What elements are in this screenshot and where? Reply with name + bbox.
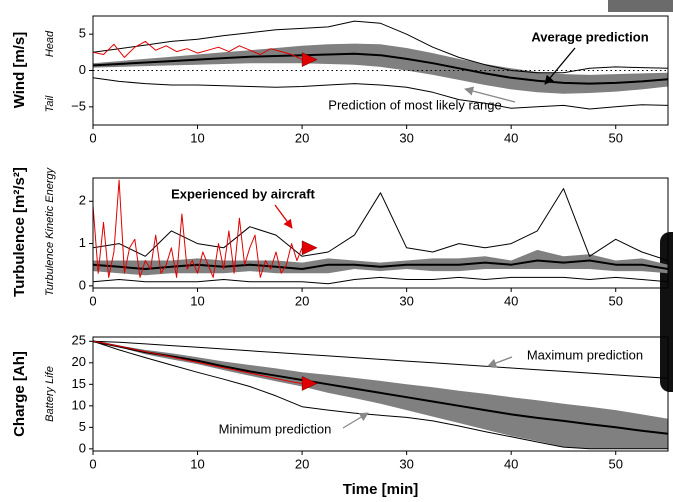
- x-tick-label: 10: [190, 456, 204, 471]
- x-tick-label: 20: [295, 456, 309, 471]
- x-tick-label: 20: [295, 130, 309, 145]
- annotation-arrow: [342, 412, 369, 429]
- y-tick-label: 20: [72, 354, 86, 369]
- annotation: Average prediction: [531, 29, 648, 44]
- x-tick-label: 30: [399, 456, 413, 471]
- observed-line: [92, 340, 303, 384]
- plot-frame: [92, 336, 669, 452]
- annotation: Experienced by aircraft: [171, 186, 315, 201]
- annotation-arrow: [487, 356, 513, 368]
- plot-frame: [92, 177, 669, 289]
- x-tick-label: 30: [399, 130, 413, 145]
- x-axis-label: Time [min]: [343, 481, 419, 498]
- x-tick-label: 50: [608, 130, 622, 145]
- average-line: [92, 340, 669, 435]
- x-tick-label: 0: [89, 456, 96, 471]
- x-tick-label: 10: [190, 293, 204, 308]
- envelope-line: [92, 340, 669, 379]
- x-tick-label: 40: [504, 130, 518, 145]
- y-tick-label: 5: [79, 26, 86, 41]
- envelope-line: [92, 276, 669, 285]
- observed-line: [92, 40, 303, 61]
- y-tick-label: 2: [79, 193, 86, 208]
- y-axis-label: Charge [Ah]: [11, 351, 28, 437]
- y-axis-note: Turbulence Kinetic Energy: [44, 166, 56, 296]
- x-tick-label: 40: [504, 293, 518, 308]
- y-tick-label: 15: [72, 376, 86, 391]
- annotation-arrow: [544, 47, 576, 85]
- annotation: Maximum prediction: [527, 347, 643, 362]
- x-tick-label: 0: [89, 293, 96, 308]
- x-tick-label: 40: [504, 456, 518, 471]
- y-tick-label: 10: [72, 397, 86, 412]
- current-time-marker: [301, 52, 318, 67]
- x-tick-label: 10: [190, 130, 204, 145]
- current-time-marker: [301, 376, 318, 391]
- y-axis-note: Battery Life: [44, 366, 56, 422]
- cropped-photo: [608, 0, 673, 12]
- annotation: Minimum prediction: [219, 421, 332, 436]
- envelope-line: [92, 20, 669, 74]
- y-tick-label: 25: [72, 333, 86, 348]
- panel: [93, 249, 668, 276]
- annotation-arrow: [464, 86, 516, 103]
- x-tick-label: 0: [89, 130, 96, 145]
- y-tick-label: 0: [79, 277, 86, 292]
- y-axis-note: Tail: [44, 95, 56, 112]
- y-tick-label: 5: [79, 419, 86, 434]
- y-tick-label: 0: [79, 62, 86, 77]
- cropped-overlay: [660, 232, 673, 392]
- y-tick-label: 0: [79, 440, 86, 455]
- y-axis-note: Head: [44, 30, 56, 57]
- annotation: Prediction of most likely range: [328, 97, 501, 112]
- x-tick-label: 50: [608, 456, 622, 471]
- annotation-arrow: [274, 204, 293, 229]
- likely-range-band: [93, 43, 668, 94]
- envelope-line: [92, 340, 668, 450]
- envelope-line: [92, 77, 669, 110]
- observed-line: [92, 179, 303, 278]
- envelope-line: [92, 188, 669, 261]
- panel: [93, 43, 668, 94]
- y-axis-label: Wind [m/s]: [11, 32, 28, 109]
- y-tick-label: 1: [79, 235, 86, 250]
- x-tick-label: 50: [608, 293, 622, 308]
- y-axis-label: Turbulence [m²/s²]: [11, 167, 28, 297]
- y-tick-label: −5: [71, 98, 86, 113]
- likely-range-band: [93, 249, 668, 276]
- x-tick-label: 30: [399, 293, 413, 308]
- x-tick-label: 20: [295, 293, 309, 308]
- average-line: [92, 52, 669, 85]
- current-time-marker: [301, 240, 318, 256]
